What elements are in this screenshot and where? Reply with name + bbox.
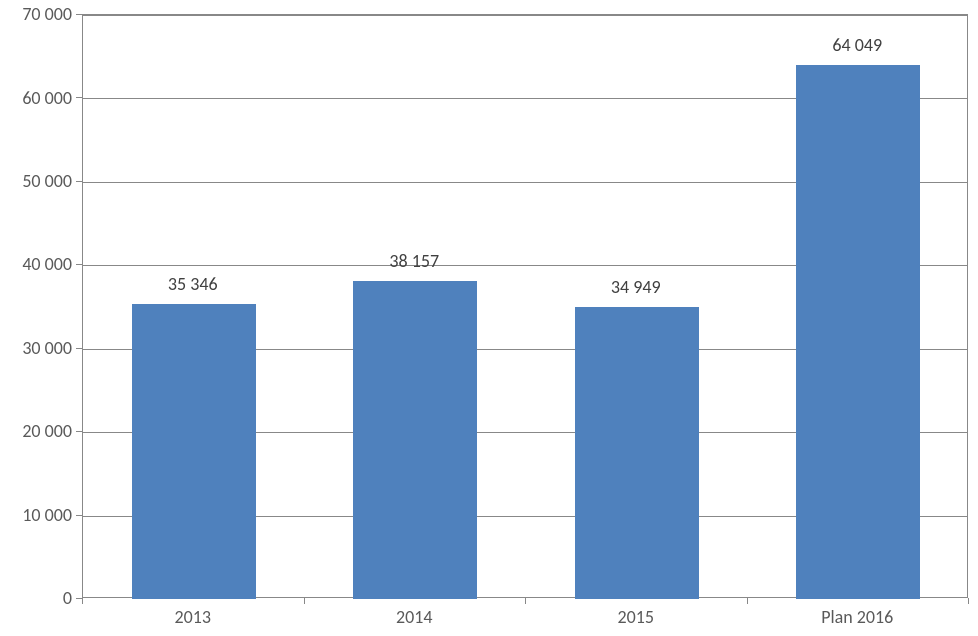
- bar-value-label: 35 346: [133, 273, 253, 295]
- x-axis-label: 2013: [113, 606, 273, 628]
- plot-area: [82, 14, 968, 598]
- y-axis-label: 60 000: [22, 87, 72, 109]
- bar: [132, 304, 256, 599]
- bar-chart: 0 10 000 20 000 30 000 40 000 50 000 60 000 70 …: [0, 0, 978, 636]
- x-tick: [525, 598, 526, 604]
- bar-value-label: 38 157: [354, 250, 474, 272]
- gridline: [83, 15, 967, 16]
- y-tick: [76, 515, 82, 516]
- y-axis-label: 40 000: [22, 253, 72, 275]
- y-tick: [76, 181, 82, 182]
- x-axis-label: 2015: [556, 606, 716, 628]
- x-axis-label: 2014: [334, 606, 494, 628]
- bar-value-label: 64 049: [797, 34, 917, 56]
- y-tick: [76, 97, 82, 98]
- y-tick: [76, 348, 82, 349]
- y-tick: [76, 264, 82, 265]
- y-axis-label: 10 000: [22, 504, 72, 526]
- bar: [353, 281, 477, 599]
- y-axis-label: 50 000: [22, 170, 72, 192]
- x-tick: [747, 598, 748, 604]
- x-axis-label: Plan 2016: [777, 606, 937, 628]
- bar: [796, 65, 920, 599]
- y-axis-label: 0: [63, 587, 72, 609]
- y-axis-label: 70 000: [22, 3, 72, 25]
- x-tick: [304, 598, 305, 604]
- y-tick: [76, 431, 82, 432]
- x-tick: [968, 598, 969, 604]
- y-axis-label: 30 000: [22, 337, 72, 359]
- y-tick: [76, 14, 82, 15]
- x-tick: [82, 598, 83, 604]
- bar-value-label: 34 949: [576, 276, 696, 298]
- y-axis-label: 20 000: [22, 420, 72, 442]
- bar: [575, 307, 699, 599]
